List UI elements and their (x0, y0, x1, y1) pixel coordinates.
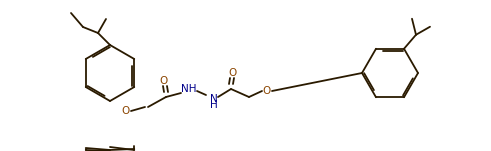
Text: O: O (160, 76, 168, 86)
Text: NH: NH (181, 84, 197, 94)
Text: O: O (122, 106, 130, 116)
Text: H: H (210, 100, 218, 110)
Text: O: O (263, 86, 271, 96)
Text: N: N (210, 94, 218, 104)
Text: O: O (229, 68, 237, 78)
